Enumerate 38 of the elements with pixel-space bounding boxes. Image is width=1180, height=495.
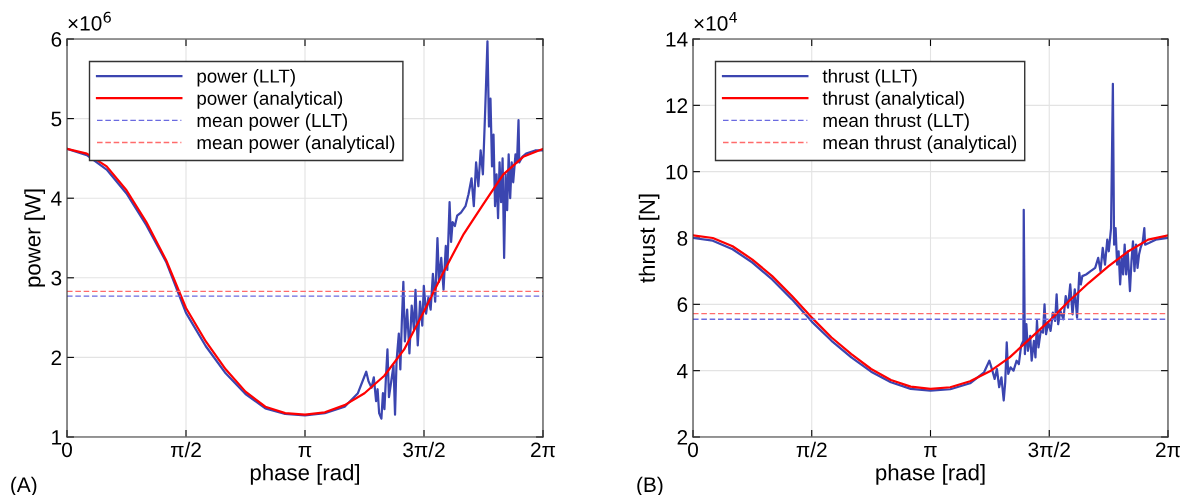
y-tick-label: 6 — [51, 32, 62, 47]
y-axis-title: power [W] — [24, 189, 45, 287]
legend-label: thrust (analytical) — [822, 91, 964, 109]
x-tick-label: π — [924, 445, 937, 458]
y-axis-title: thrust [N] — [638, 194, 660, 283]
y-tick-label: 12 — [666, 98, 688, 113]
y-tick-label: 5 — [51, 111, 62, 127]
x-tick-label: π/2 — [170, 441, 201, 458]
legend-label: power (analytical) — [197, 91, 343, 109]
y-tick-label: 2 — [51, 350, 62, 365]
x-tick-label: 3π/2 — [1028, 441, 1070, 458]
y-tick-label: 4 — [51, 191, 62, 206]
y-tick-label: 14 — [666, 32, 688, 47]
legend-label: mean thrust (LLT) — [823, 113, 969, 131]
legend-label: mean power (LLT) — [197, 113, 348, 131]
text: ×10$^{4}$ — [694, 11, 737, 31]
x-tick-label: π/2 — [796, 441, 827, 458]
x-tick-label: 0 — [62, 442, 72, 458]
y-tick-label: 10 — [666, 164, 688, 180]
legend-label: mean power (analytical) — [197, 135, 395, 153]
y-tick-label: 6 — [677, 297, 688, 313]
legend-label: mean thrust (analytical) — [823, 135, 1017, 153]
y-tick-label: 8 — [677, 231, 688, 246]
legend-label: thrust (LLT) — [822, 69, 917, 87]
y-tick-label: 4 — [677, 363, 688, 379]
x-tick-label: 0 — [688, 442, 698, 458]
x-axis-title: phase [rad] — [876, 464, 985, 485]
x-tick-label: 2π — [1156, 442, 1180, 458]
y-tick-label: 2 — [677, 430, 688, 445]
y-tick-label: 1 — [52, 430, 62, 445]
y-tick-label: 3 — [51, 270, 62, 286]
x-tick-label: π — [298, 445, 312, 458]
x-axis-title: phase [rad] — [250, 464, 360, 485]
x-tick-label: 2π — [531, 442, 556, 458]
text: ×10$^{6}$ — [68, 11, 111, 31]
line-series — [693, 234, 1168, 391]
x-tick-label: 3π/2 — [403, 441, 445, 458]
legend-label: power (LLT) — [197, 69, 295, 87]
